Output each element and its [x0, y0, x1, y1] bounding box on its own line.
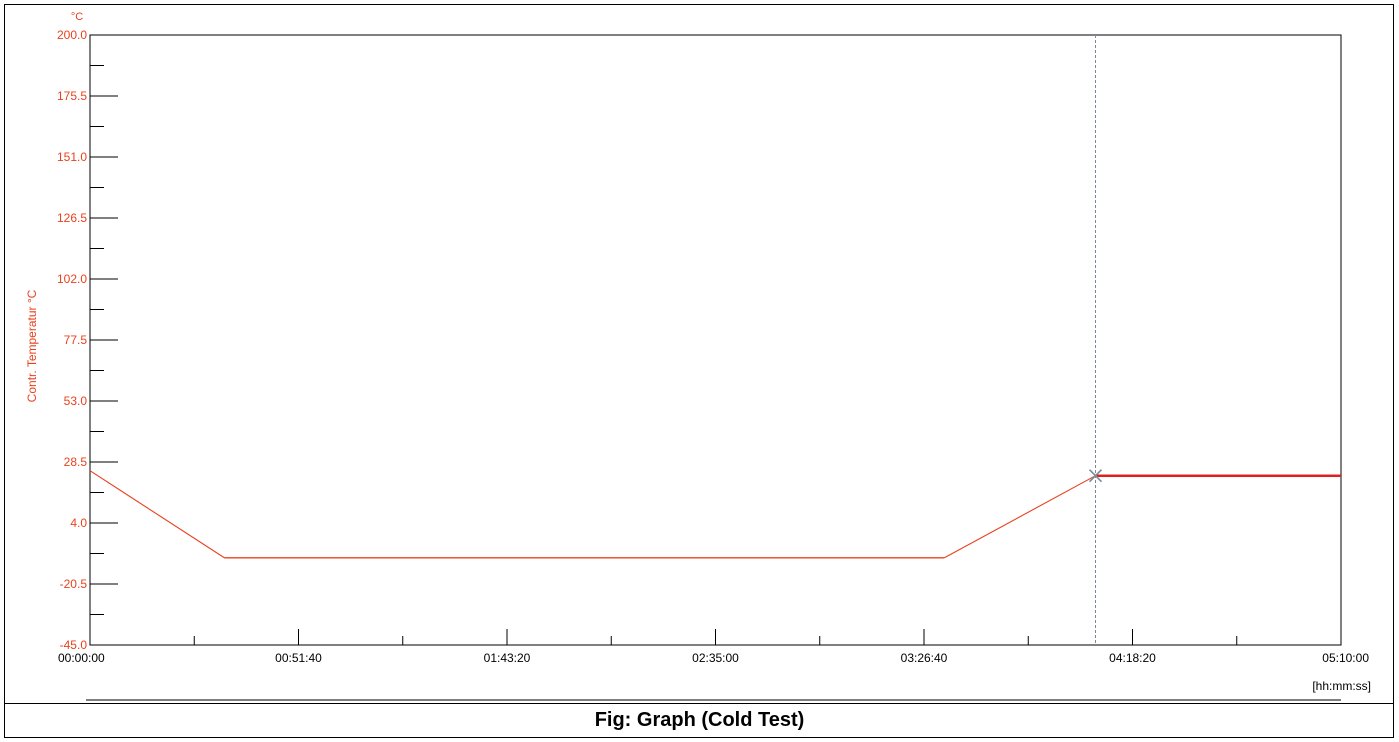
y-tick-label: 28.5 — [64, 455, 88, 469]
x-tick-label: 02:35:00 — [692, 651, 739, 665]
y-unit-label: °C — [71, 11, 83, 23]
y-tick-label: 126.5 — [57, 211, 87, 225]
x-tick-label: 00:51:40 — [275, 651, 322, 665]
plot-area — [89, 34, 1342, 646]
cursor-marker — [1088, 469, 1103, 483]
x-unit-label: [hh:mm:ss] — [1312, 679, 1371, 693]
x-tick-label: 00:00:00 — [58, 651, 105, 665]
x-tick-label: 04:18:20 — [1109, 651, 1156, 665]
figure-frame — [4, 4, 1394, 738]
figure-caption: Fig: Graph (Cold Test) — [594, 709, 805, 731]
y-tick-label: 175.5 — [57, 89, 87, 103]
y-ticks: 200.0 175.5 151.0 126.5 102.0 77.5 53.0 28.5 4.0… — [57, 28, 118, 652]
y-tick-label: 77.5 — [64, 333, 88, 347]
x-ticks: 00:00:00 00:51:40 01:43:20 02:35:00 03:26:40… — [58, 629, 1369, 665]
y-tick-label: 53.0 — [64, 394, 88, 408]
y-tick-label: -45.0 — [60, 638, 88, 652]
x-tick-label: 01:43:20 — [484, 651, 531, 665]
x-tick-label: 03:26:40 — [901, 651, 948, 665]
y-tick-label: 200.0 — [57, 28, 87, 42]
series-segment — [943, 475, 1096, 559]
cursor[interactable] — [1088, 35, 1103, 645]
x-tick-label: 05:10:00 — [1322, 651, 1369, 665]
y-tick-label: -20.5 — [60, 577, 88, 591]
y-tick-label: 4.0 — [70, 516, 87, 530]
series — [89, 470, 1341, 559]
y-tick-label: 102.0 — [57, 272, 87, 286]
y-axis-label: Contr. Temperatur °C — [25, 289, 39, 402]
caption-divider — [4, 703, 1394, 704]
y-tick-label: 151.0 — [57, 150, 87, 164]
temperature-chart: Contr. Temperatur °C °C [hh:mm:ss] 200.0… — [25, 11, 1371, 701]
series-segment — [89, 470, 225, 559]
y-axis-title: Contr. Temperatur °C — [25, 289, 39, 402]
